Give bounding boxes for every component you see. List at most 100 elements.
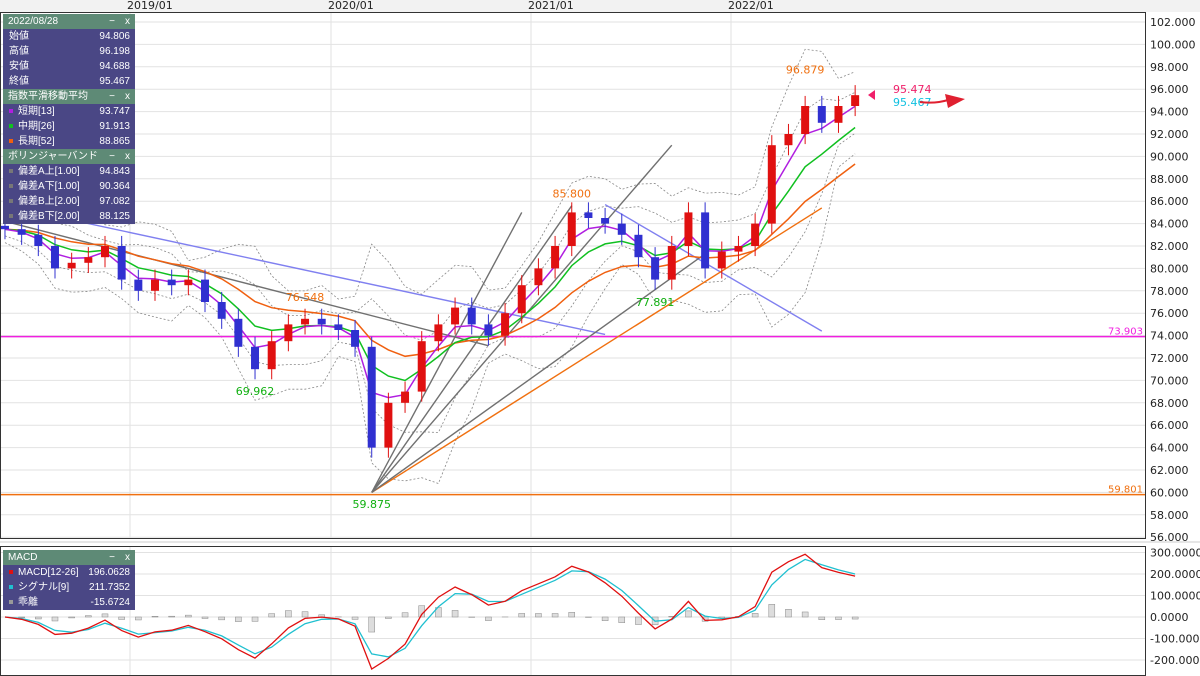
x-tick: 2022/01 [728, 0, 774, 12]
macd-tick-label: 100.0000 [1150, 590, 1200, 603]
macd-histogram-bar [168, 615, 175, 618]
panel-title: MACD [8, 552, 38, 563]
y-tick-label: 56.000 [1150, 531, 1189, 544]
candle-body [167, 279, 176, 286]
row-label-group: 高値 [9, 44, 29, 59]
legend-marker [9, 600, 13, 605]
candle-body [434, 324, 443, 342]
macd-histogram-bar [185, 614, 192, 618]
panel-header: ボリンジャーバンド − x [3, 149, 135, 164]
candle-body [617, 223, 626, 235]
info-panels: 2022/08/28− x 始値 94.806 高値 96.198 安値 94.688 終値 9… [3, 14, 135, 224]
macd-histogram-bar [851, 616, 859, 620]
macd-panels: MACD − x MACD[12-26] 196.0628 シグナル[9] 211.735… [3, 550, 135, 610]
macd-histogram-bar [368, 616, 375, 633]
panel-row: 偏差A上[1.00] 94.843 [3, 164, 135, 179]
horizontal-line-label: 73.903 [1108, 327, 1143, 338]
candle-body [301, 318, 310, 325]
row-label-group: 中期[26] [9, 119, 55, 134]
macd-histogram-bar [385, 616, 392, 619]
minimize-button[interactable]: − [109, 91, 115, 102]
macd-histogram-bar [135, 616, 142, 621]
panel-row: MACD[12-26] 196.0628 [3, 565, 135, 580]
macd-histogram-bar [268, 613, 275, 618]
macd-histogram-bar [451, 610, 459, 618]
row-label: 安値 [9, 61, 29, 72]
candle-body [467, 307, 476, 325]
candle-body [801, 106, 810, 134]
candle-body [50, 246, 59, 269]
x-tick: 2019/01 [127, 0, 173, 12]
macd-histogram-bar [568, 612, 576, 618]
row-value: 90.364 [99, 181, 130, 192]
legend-marker [9, 169, 13, 174]
row-label-group: 安値 [9, 59, 29, 74]
y-tick-label: 76.000 [1150, 307, 1189, 320]
macd-histogram-bar [535, 613, 542, 618]
y-tick-label: 98.000 [1150, 61, 1189, 74]
candle-body [701, 212, 710, 269]
ema-long-line [4, 163, 856, 358]
y-tick-label: 68.000 [1150, 397, 1189, 410]
candle-body [184, 279, 193, 286]
row-value: 94.688 [99, 61, 130, 72]
close-button[interactable]: x [125, 91, 130, 102]
price-annotation: 85.800 [553, 187, 592, 200]
close-button[interactable]: x [125, 151, 130, 162]
macd-histogram-bar [768, 604, 776, 618]
candle-body [534, 268, 543, 286]
macd-histogram-bar [101, 613, 109, 618]
row-value: 94.806 [99, 31, 130, 42]
row-label-group: 偏差A上[1.00] [9, 164, 80, 179]
row-value: 211.7352 [89, 582, 130, 593]
macd-histogram-bar [18, 616, 25, 619]
minimize-button[interactable]: − [109, 552, 115, 563]
close-button[interactable]: x [125, 552, 130, 563]
row-value: 96.198 [99, 46, 130, 57]
candle-body [601, 218, 610, 224]
candle-body [634, 234, 643, 258]
price-annotation: 77.891 [636, 296, 675, 309]
row-value: 95.467 [99, 76, 130, 87]
trend-line [4, 220, 489, 347]
legend-marker [9, 214, 13, 219]
candle-body [217, 302, 226, 319]
panel-title: ボリンジャーバンド [8, 151, 98, 162]
row-value: 88.125 [99, 211, 130, 222]
candle-body [134, 279, 143, 291]
candle-body [584, 212, 593, 218]
row-label: 偏差A下[1.00] [18, 181, 80, 192]
row-label-group: 偏差A下[1.00] [9, 179, 80, 194]
bollinger-band-line [4, 132, 856, 433]
macd-histogram-bar [701, 616, 709, 622]
row-label: 中期[26] [18, 121, 55, 132]
macd-histogram-bar [301, 611, 309, 618]
trend-line [371, 207, 823, 493]
current-price-marker [868, 90, 875, 100]
row-label: 偏差A上[1.00] [18, 166, 80, 177]
macd-histogram-bar [401, 612, 409, 618]
arrow-head-icon [945, 94, 965, 108]
macd-histogram-bar [351, 616, 359, 620]
legend-marker [9, 570, 13, 575]
price-plot-area [0, 12, 1146, 539]
candle-body [651, 257, 660, 280]
row-label-group: 偏差B下[2.00] [9, 209, 80, 224]
time-axis: 2019/01 2020/01 2021/01 2022/01 [0, 0, 1200, 12]
row-value: 91.913 [99, 121, 130, 132]
candle-body [367, 346, 376, 448]
ohlc-panel: 2022/08/28 − x 始値 94.806 高値 96.198 安値 94.688 終値 9… [3, 14, 135, 89]
price-annotation: 96.879 [786, 63, 825, 76]
close-button[interactable]: x [125, 16, 130, 27]
row-label-group: 短期[13] [9, 104, 55, 119]
y-tick-label: 88.000 [1150, 173, 1189, 186]
macd-histogram-bar [118, 616, 125, 620]
minimize-button[interactable]: − [109, 16, 115, 27]
minimize-button[interactable]: − [109, 151, 115, 162]
row-label: MACD[12-26] [18, 567, 79, 578]
row-label: 終値 [9, 76, 29, 87]
macd-histogram-bar [818, 616, 826, 620]
row-value: 97.082 [99, 196, 130, 207]
legend-marker [9, 585, 13, 590]
